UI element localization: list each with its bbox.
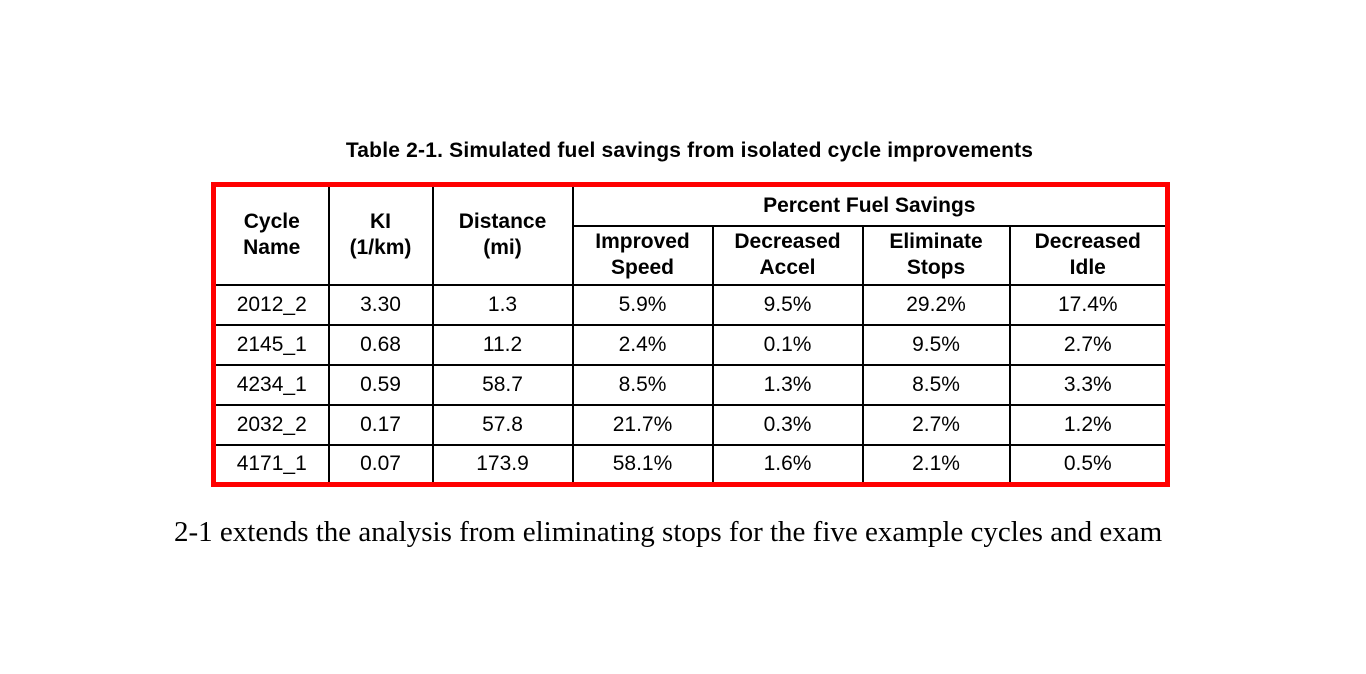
header-ki: KI (1/km) [327, 183, 434, 286]
table-cell: 5.9% [571, 283, 714, 326]
table-cell: 0.68 [327, 323, 434, 366]
table-cell: 2.4% [571, 323, 714, 366]
table-cell: 4234_1 [212, 363, 330, 406]
table-cell: 11.2 [431, 323, 574, 366]
table-cell: 58.7 [431, 363, 574, 406]
table-cell: 2.1% [861, 443, 1011, 486]
table-cell: 4171_1 [212, 443, 330, 486]
table-cell: 2012_2 [212, 283, 330, 326]
table-cell: 1.3 [431, 283, 574, 326]
table-cell: 3.30 [327, 283, 434, 326]
fuel-savings-table: Cycle Name KI (1/km) Distance (mi) Perce… [211, 182, 1171, 487]
table-row: 2032_2 0.17 57.8 21.7% 0.3% 2.7% 1.2% [212, 403, 1169, 446]
header-eliminate-stops: Eliminate Stops [861, 224, 1011, 286]
table-cell: 8.5% [861, 363, 1011, 406]
table-cell: 0.17 [327, 403, 434, 446]
table-cell: 0.07 [327, 443, 434, 486]
table-row: 2145_1 0.68 11.2 2.4% 0.1% 9.5% 2.7% [212, 323, 1169, 366]
table-cell: 173.9 [431, 443, 574, 486]
header-distance: Distance (mi) [431, 183, 574, 286]
table-row: 2012_2 3.30 1.3 5.9% 9.5% 29.2% 17.4% [212, 283, 1169, 326]
table-cell: 0.1% [711, 323, 864, 366]
table-cell: 2145_1 [212, 323, 330, 366]
table-cell: 1.6% [711, 443, 864, 486]
table-cell: 29.2% [861, 283, 1011, 326]
table-cell: 8.5% [571, 363, 714, 406]
table-cell: 57.8 [431, 403, 574, 446]
table-cell: 17.4% [1008, 283, 1169, 326]
table-cell: 2.7% [861, 403, 1011, 446]
header-percent-fuel-savings: Percent Fuel Savings [571, 183, 1169, 227]
header-row-sub: Improved Speed Decreased Accel Eliminate… [214, 224, 1169, 286]
table-cell: 21.7% [571, 403, 714, 446]
table-cell: 1.3% [711, 363, 864, 406]
table-cell: 9.5% [711, 283, 864, 326]
header-decreased-idle: Decreased Idle [1008, 224, 1169, 286]
table-cell: 2032_2 [212, 403, 330, 446]
table-cell: 0.3% [711, 403, 864, 446]
table-caption: Table 2-1. Simulated fuel savings from i… [345, 139, 1034, 162]
header-decreased-accel: Decreased Accel [711, 224, 864, 286]
table-cell: 58.1% [571, 443, 714, 486]
header-row-group: Cycle Name KI (1/km) Distance (mi) Perce… [212, 183, 1169, 286]
table-cell: 9.5% [861, 323, 1011, 366]
table-row: 4171_1 0.07 173.9 58.1% 1.6% 2.1% 0.5% [212, 443, 1169, 486]
header-cycle-name: Cycle Name [212, 183, 330, 286]
table-cell: 3.3% [1008, 363, 1169, 406]
table-row: 4234_1 0.59 58.7 8.5% 1.3% 8.5% 3.3% [212, 363, 1169, 406]
table-cell: 0.5% [1008, 443, 1169, 486]
body-text: 2-1 extends the analysis from eliminatin… [174, 516, 1163, 548]
table-cell: 1.2% [1008, 403, 1169, 446]
header-improved-speed: Improved Speed [571, 224, 714, 286]
table-cell: 2.7% [1008, 323, 1169, 366]
table-cell: 0.59 [327, 363, 434, 406]
